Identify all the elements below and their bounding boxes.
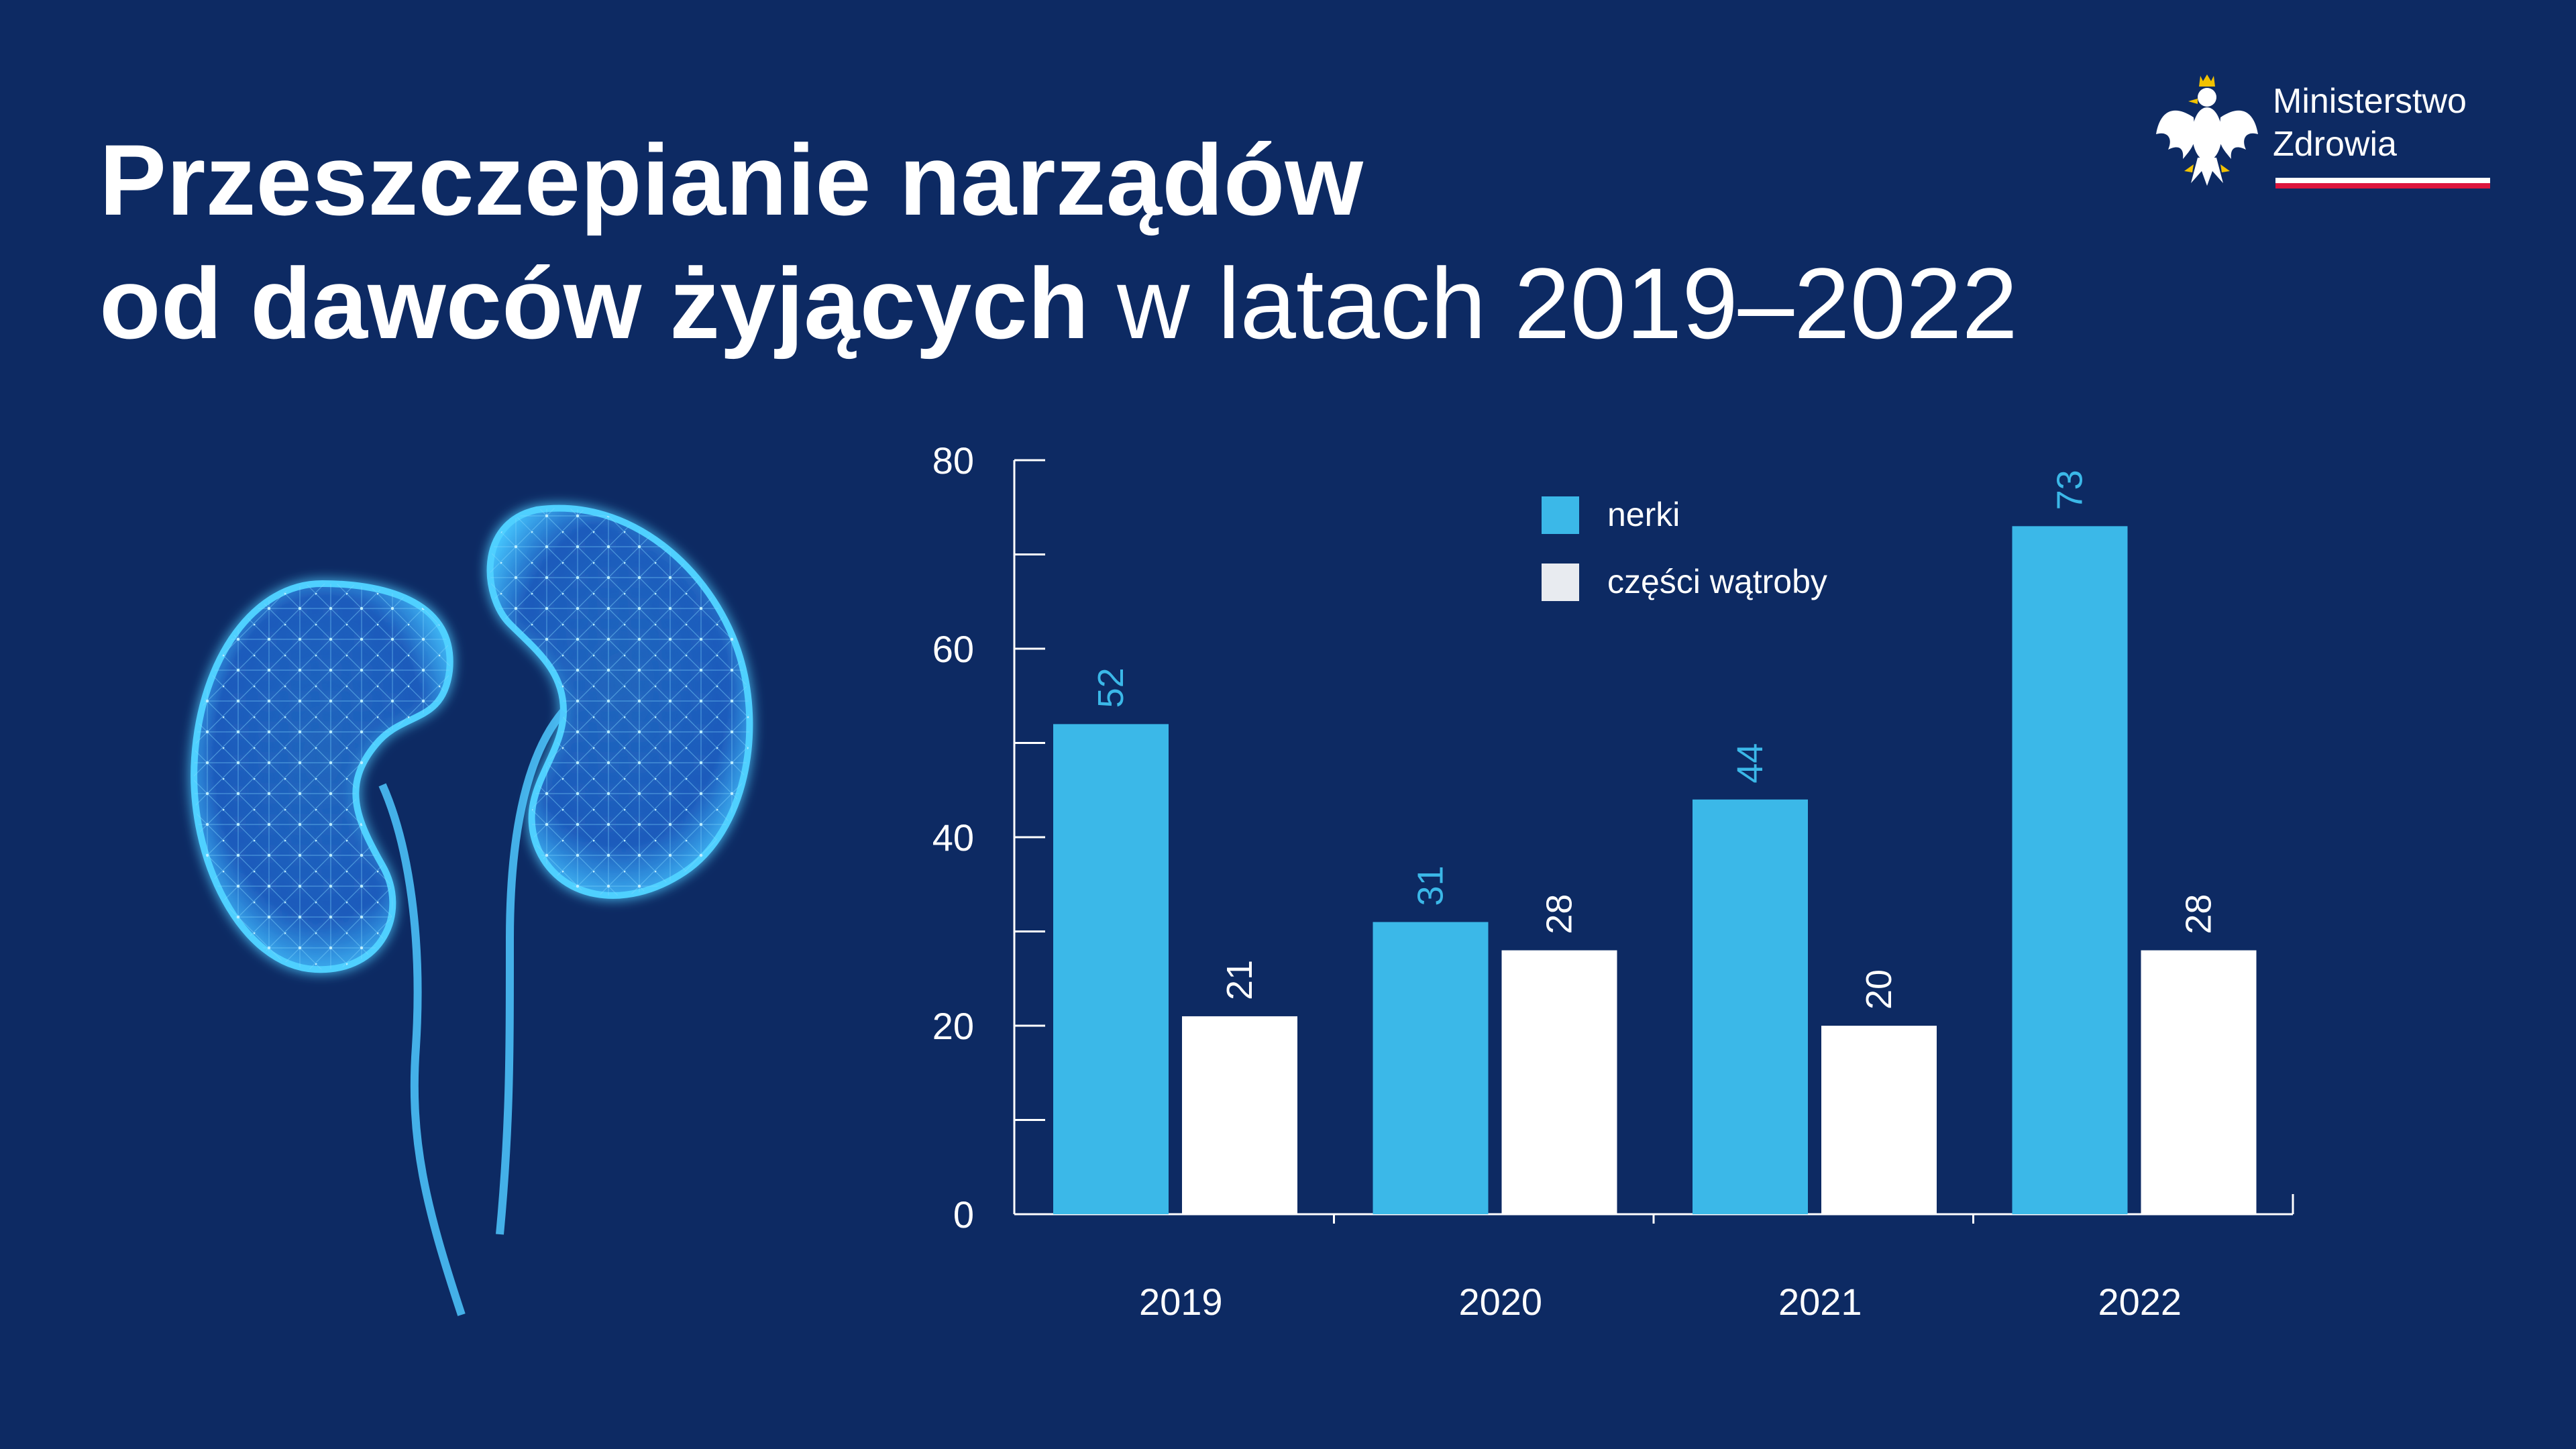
chart-bars: 52 21 31 28 44 20 73 28 [1053, 470, 2257, 1214]
data-label: 21 [1220, 960, 1260, 1000]
legend-swatch [1542, 564, 1579, 601]
x-tick-label: 2021 [1778, 1281, 1862, 1323]
y-tick-label: 60 [932, 628, 974, 670]
x-tick-label: 2022 [2098, 1281, 2182, 1323]
data-label: 28 [2179, 894, 2219, 934]
title-line-2-bold: od dawców żyjących [99, 247, 1089, 360]
title-line-1-bold: Przeszczepianie narządów [99, 123, 1364, 236]
data-label: 44 [1730, 743, 1770, 784]
legend-label: części wątroby [1607, 563, 1827, 600]
bar-watroba [1821, 1026, 1937, 1214]
data-label: 20 [1859, 969, 1899, 1010]
left-kidney [191, 580, 453, 973]
data-label: 31 [1411, 865, 1451, 906]
x-tick-label: 2020 [1458, 1281, 1542, 1323]
flag-stripe [2275, 178, 2490, 189]
polish-eagle-icon [2156, 74, 2258, 186]
bar-watroba [2141, 950, 2257, 1214]
page-title: Przeszczepianie narządów od dawców żyjąc… [99, 118, 2018, 365]
y-tick-label: 20 [932, 1005, 974, 1047]
bar-nerki [1373, 922, 1489, 1214]
right-kidney [486, 504, 753, 899]
bar-watroba [1501, 950, 1617, 1214]
kidneys-icon [191, 504, 753, 1316]
ministry-name: Ministerstwo Zdrowia [2273, 80, 2467, 166]
ministry-name-line-1: Ministerstwo [2273, 82, 2467, 121]
ministry-name-line-2: Zdrowia [2273, 125, 2397, 164]
bar-nerki [2012, 526, 2128, 1214]
title-line-2-light: w latach 2019–2022 [1089, 247, 2018, 360]
title-line-2: od dawców żyjących w latach 2019–2022 [99, 241, 2018, 365]
legend-swatch [1542, 496, 1579, 534]
y-tick-label: 40 [932, 816, 974, 859]
x-tick-label: 2019 [1139, 1281, 1223, 1323]
bar-nerki [1693, 799, 1808, 1214]
left-ureter [378, 783, 466, 1316]
flag-white [2275, 178, 2490, 183]
bar-nerki [1053, 724, 1169, 1214]
right-ureter [496, 708, 567, 1235]
data-label: 52 [1091, 667, 1131, 708]
flag-red [2275, 183, 2490, 189]
y-tick-label: 0 [953, 1193, 974, 1236]
ministry-logo: Ministerstwo Zdrowia [2153, 70, 2496, 198]
legend-label: nerki [1607, 496, 1680, 533]
chart-legend: nerki części wątroby [1542, 496, 1827, 601]
bar-watroba [1182, 1016, 1297, 1214]
title-line-1: Przeszczepianie narządów [99, 118, 2018, 241]
data-label: 28 [1540, 894, 1580, 934]
data-label: 73 [2050, 470, 2090, 510]
y-tick-label: 80 [932, 439, 974, 482]
